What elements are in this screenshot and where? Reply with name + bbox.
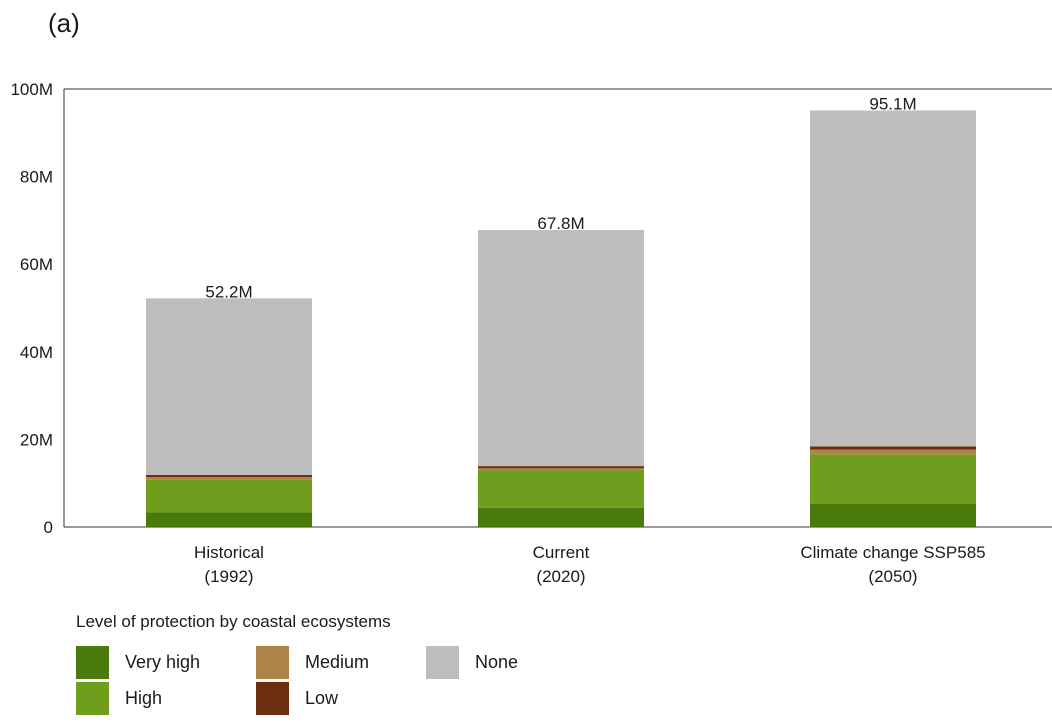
x-category-label: Climate change SSP585: [800, 543, 985, 562]
legend-swatch-very-high: [76, 645, 109, 679]
legend-item-high: High: [76, 680, 256, 716]
bar-segment-medium: [146, 477, 312, 480]
x-category-label: (2020): [536, 567, 585, 586]
x-category-label: Historical: [194, 543, 264, 562]
y-tick-label: 80M: [20, 168, 53, 187]
bar-segment-none: [478, 230, 644, 467]
bar-segment-low: [146, 474, 312, 478]
legend-label-very-high: Very high: [125, 651, 201, 672]
panel-label: (a): [48, 8, 80, 38]
bar-segment-high: [478, 470, 644, 508]
legend-item-medium: Medium: [256, 644, 426, 680]
y-tick-label: 100M: [10, 80, 53, 99]
bar-segment-low: [810, 446, 976, 450]
legend-label-high: High: [125, 687, 163, 708]
bar-segment-very-high: [146, 512, 312, 527]
y-tick-label: 20M: [20, 430, 53, 449]
bar-segment-low: [478, 466, 644, 469]
bar-segment-medium: [810, 449, 976, 455]
legend-label-none: None: [475, 651, 519, 672]
x-category-label: (2050): [868, 567, 917, 586]
x-category-label: Current: [533, 543, 590, 562]
legend-item-very-high: Very high: [76, 644, 256, 680]
bar-segment-high: [146, 479, 312, 513]
total-data-label: 67.8M: [537, 214, 584, 233]
bar-segment-none: [146, 298, 312, 475]
legend-swatch-low: [256, 681, 289, 715]
bar-segment-medium: [478, 468, 644, 471]
legend: Level of protection by coastal ecosystem…: [76, 612, 586, 716]
bar-segment-none: [810, 110, 976, 447]
y-tick-label: 40M: [20, 343, 53, 362]
legend-label-low: Low: [305, 687, 339, 708]
legend-label-medium: Medium: [305, 651, 370, 672]
bar-segment-very-high: [478, 507, 644, 527]
legend-item-low: Low: [256, 680, 426, 716]
bar-segment-high: [810, 454, 976, 504]
legend-swatch-high: [76, 681, 109, 715]
total-data-label: 95.1M: [869, 94, 916, 113]
legend-title: Level of protection by coastal ecosystem…: [76, 612, 391, 631]
y-tick-label: 0: [44, 518, 53, 537]
legend-item-none: None: [426, 644, 586, 680]
legend-swatch-medium: [256, 645, 289, 679]
total-data-label: 52.2M: [205, 282, 252, 301]
legend-items: Very high High Medium Low None: [76, 644, 586, 716]
stacked-bar-chart: 0 20M 40M 60M 80M 100M 52.2M Historical (1992) 67…: [10, 80, 1052, 586]
plot-area: 0 20M 40M 60M 80M 100M 52.2M Historical (1992) 67…: [10, 80, 1052, 586]
x-category-label: (1992): [204, 567, 253, 586]
legend-swatch-none: [426, 645, 459, 679]
bar-segment-very-high: [810, 503, 976, 527]
y-tick-label: 60M: [20, 255, 53, 274]
